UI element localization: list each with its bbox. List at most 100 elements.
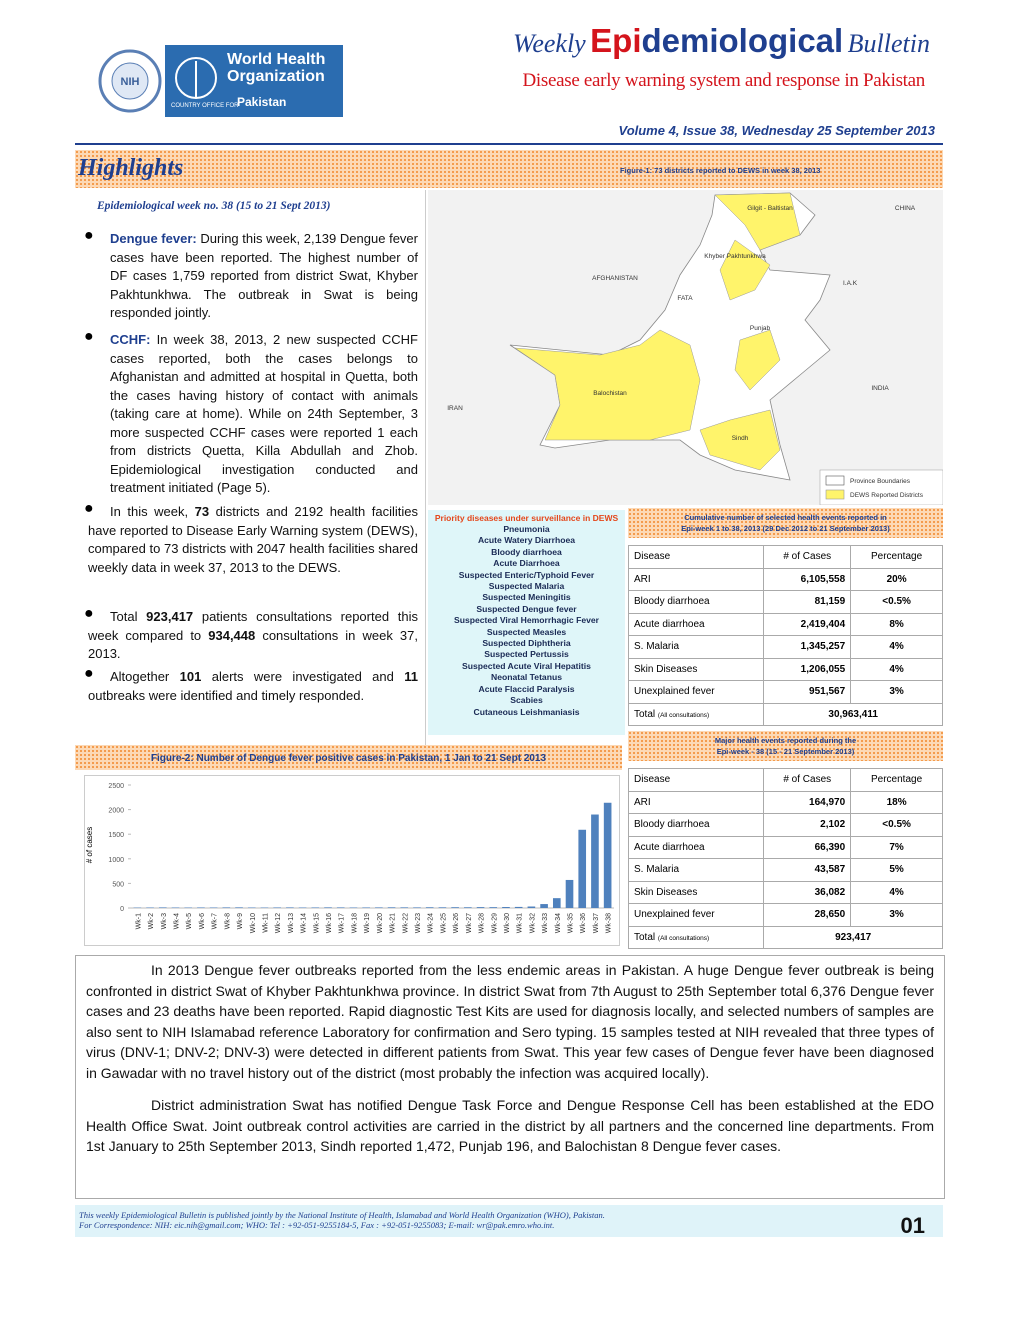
table-row: Unexplained fever 951,567 3% (627, 680, 943, 704)
rule (75, 143, 943, 145)
x-tick-label: Wk-19 (364, 913, 371, 933)
bullet-text: patients consultations reported this wee… (88, 609, 418, 643)
map-label: INDIA (871, 385, 889, 392)
table-subtitle: Epi-week - 38 (15 - 21 September 2013) (716, 747, 855, 756)
table-row: Skin Diseases 1,206,055 4% (627, 657, 943, 681)
total-value: 30,963,411 (763, 702, 943, 726)
title-weekly: Weekly (513, 29, 586, 58)
y-tick-label: 2500 (108, 783, 124, 790)
table-cell: S. Malaria (627, 858, 765, 882)
highlights-title: Highlights (78, 155, 184, 181)
bar (158, 907, 167, 908)
table-cell: 28,650 (763, 903, 852, 927)
header-cell: Percentage (850, 768, 943, 792)
y-axis-label: # of cases (85, 827, 94, 863)
bullet-text: districts and 2192 health facilities hav… (88, 504, 418, 575)
priority-list: Pneumonia Acute Watery Diarrhoea Bloody di… (428, 524, 625, 718)
bullet: Dengue fever: During this week, 2,139 De… (110, 230, 418, 323)
priority-item: Suspected Diphtheria (482, 638, 571, 649)
table-cell: ARI (627, 567, 765, 591)
total-label: Total (634, 931, 656, 943)
table-cell: 66,390 (763, 835, 852, 859)
bar (336, 907, 345, 908)
x-tick-label: Wk-1 (135, 913, 142, 929)
bar (451, 907, 459, 908)
header-cell: Disease (627, 545, 765, 569)
table-cell: 4% (850, 657, 943, 681)
table-cell: 20% (850, 567, 943, 591)
legend-label: Province Boundaries (850, 478, 911, 485)
bar (502, 907, 510, 908)
bar (222, 907, 231, 908)
priority-item: Suspected Measles (486, 626, 567, 637)
bullet: CCHF: In week 38, 2013, 2 new suspected … (110, 331, 418, 498)
bullet-text: Altogether (110, 669, 180, 684)
y-tick-label: 2000 (108, 808, 124, 815)
table-row: ARI 6,105,558 20% (627, 567, 943, 591)
map-label: CHINA (895, 205, 916, 212)
table-cell: Skin Diseases (627, 880, 765, 904)
table-row: ARI 164,970 18% (627, 790, 943, 814)
table-row: Skin Diseases 36,082 4% (627, 880, 943, 904)
paragraph: In 2013 Dengue fever outbreaks reported … (86, 962, 934, 1081)
total-value: 923,417 (763, 925, 943, 949)
map-label: Khyber Pakhtunkhwa (704, 253, 766, 260)
table-row: Acute diarrhoea 66,390 7% (627, 835, 943, 859)
bullet-dot: ● (84, 500, 94, 517)
bar (578, 829, 587, 908)
figure2-band: Figure-2: Number of Dengue fever positiv… (75, 745, 622, 770)
table-row: Bloody diarrhoea 2,102 <0.5% (627, 813, 943, 837)
table-cell: ARI (627, 790, 765, 814)
priority-box: Priority diseases under surveillance in … (428, 510, 625, 735)
x-tick-label: Wk-10 (250, 913, 257, 933)
table-cell: Unexplained fever (627, 680, 765, 704)
table-subtitle: Epi-week 1 to 38, 2013 (29 Dec 2012 to 2… (681, 524, 890, 533)
table-title: Cumulative number of selected health eve… (684, 513, 887, 522)
bar (425, 907, 434, 908)
legend-label: DEWS Reported Districts (850, 492, 924, 499)
y-tick-label: 1000 (108, 857, 124, 864)
x-tick-label: Wk-11 (262, 913, 269, 933)
x-tick-label: Wk-15 (313, 913, 320, 933)
y-tick-label: 1500 (108, 832, 124, 839)
x-tick-label: Wk-6 (199, 913, 206, 929)
bar (552, 898, 561, 908)
table-cell: 8% (850, 612, 943, 636)
priority-item: Suspected Dengue fever (476, 603, 577, 614)
table-cell: 164,970 (763, 790, 852, 814)
who-logo: World Health Organization COUNTRY OFFICE… (165, 45, 343, 117)
x-tick-label: Wk-29 (491, 913, 498, 933)
x-tick-label: Wk-30 (504, 913, 511, 933)
map-label: AFGHANISTAN (592, 275, 638, 282)
highlights-band: Highlights Figure-1: 73 districts report… (75, 150, 943, 188)
map: Gilgit - Baltistan Khyber Pakhtunkhwa FATA… (428, 190, 943, 505)
table-cell: 951,567 (763, 680, 852, 704)
chart-title: Figure-2: Number of Dengue fever positiv… (150, 753, 547, 764)
svg-text:NIH: NIH (121, 76, 140, 88)
x-tick-label: Wk-9 (237, 913, 244, 929)
priority-item: Acute Flaccid Paralysis (478, 683, 575, 694)
bar (286, 907, 294, 908)
bullet-text: 11 (404, 669, 418, 684)
bar (591, 814, 599, 908)
priority-item: Neonatal Tetanus (491, 672, 562, 683)
table-cell: 1,345,257 (763, 635, 852, 659)
table-cell: 36,082 (763, 880, 852, 904)
bullet: Total 923,417 patients consultations rep… (88, 608, 418, 664)
table-cell: 3% (850, 680, 943, 704)
table-cell: <0.5% (850, 590, 943, 614)
priority-item: Suspected Viral Hemorrhagic Fever (453, 615, 600, 626)
table-header: Disease # of Cases Percentage (627, 768, 943, 792)
table-cell: 81,159 (763, 590, 852, 614)
bar (438, 907, 447, 908)
table-cell: 4% (850, 880, 943, 904)
title-bulletin: Bulletin (847, 29, 930, 58)
map-label: Gilgit - Baltistan (747, 205, 793, 212)
table-row: Bloody diarrhoea 81,159 <0.5% (627, 590, 943, 614)
table: Disease # of Cases Percentage ARI 6,105,558 2… (627, 545, 943, 726)
table-cell: 5% (850, 858, 943, 882)
bar (540, 904, 548, 908)
x-tick-label: Wk-28 (479, 913, 486, 933)
who-office: COUNTRY OFFICE FOR (171, 103, 239, 109)
header-cell: Disease (627, 768, 765, 792)
